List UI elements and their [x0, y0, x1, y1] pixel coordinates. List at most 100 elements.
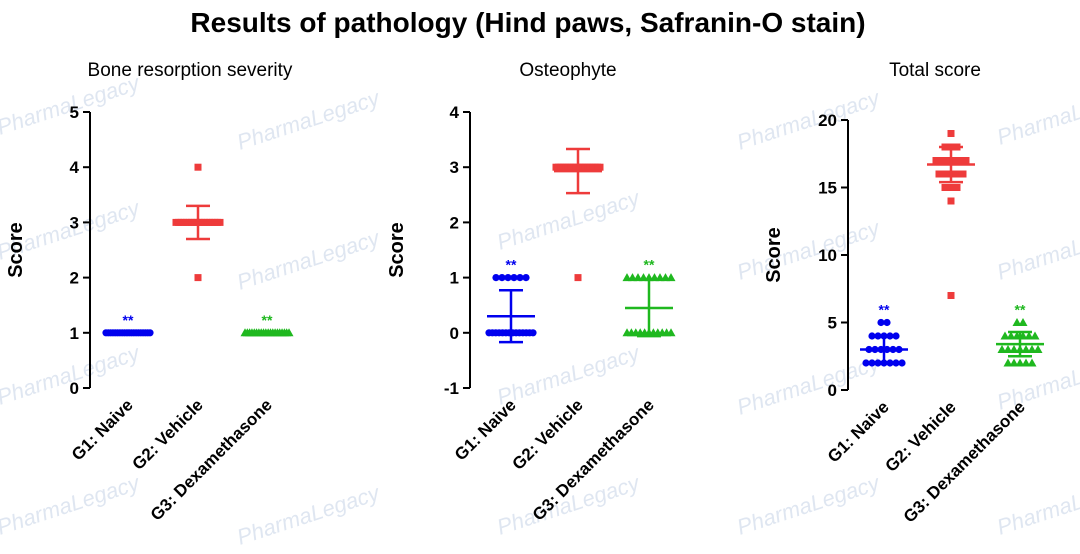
data-point: [516, 274, 524, 282]
y-tick-label: 4: [70, 158, 80, 177]
data-point: [956, 157, 964, 164]
series-group: **: [996, 302, 1044, 367]
data-point: [862, 359, 870, 367]
watermark-text: PharmaLegacy: [994, 215, 1080, 285]
y-tick-label: 0: [450, 324, 459, 343]
y-tick-label: 4: [450, 103, 460, 122]
data-point: [574, 274, 582, 282]
watermark-text: PharmaLegacy: [234, 480, 384, 550]
data-point: [1003, 358, 1013, 367]
y-tick-label: 3: [450, 158, 459, 177]
series-group: **: [485, 257, 537, 344]
y-axis-label: Score: [763, 227, 785, 283]
watermark-text: PharmaLegacy: [734, 350, 884, 420]
data-point: [941, 184, 949, 191]
data-point: [1012, 318, 1022, 326]
data-point: [947, 184, 955, 191]
y-tick-label: 0: [828, 381, 837, 400]
data-point: [1015, 358, 1025, 367]
significance-marker: **: [644, 257, 655, 273]
data-point: [522, 274, 530, 282]
data-point: [935, 170, 943, 178]
y-tick-label: 3: [70, 213, 79, 232]
watermark-layer: PharmaLegacy PharmaLegacy PharmaLegacy Phar…: [0, 70, 1080, 550]
watermark-text: PharmaLegacy: [994, 80, 1080, 150]
data-point: [953, 184, 961, 191]
x-category-label: G1: Naive: [451, 395, 520, 464]
data-point: [944, 157, 952, 164]
series-group: **: [240, 312, 294, 337]
data-point: [1006, 331, 1016, 340]
data-point: [666, 328, 676, 337]
figure-title: Results of pathology (Hind paws, Safrani…: [190, 7, 865, 38]
data-point: [1009, 345, 1019, 353]
watermark-text: PharmaLegacy: [234, 225, 384, 295]
data-point: [1027, 358, 1037, 367]
data-point: [529, 329, 537, 337]
data-point: [1003, 345, 1013, 353]
data-point: [941, 170, 949, 178]
data-point: [877, 318, 885, 327]
data-point: [1009, 358, 1019, 367]
y-tick-label: 5: [70, 103, 79, 122]
data-point: [194, 274, 202, 282]
data-point: [504, 274, 512, 282]
x-category-label: G3: Dexamethasone: [147, 395, 276, 524]
data-point: [997, 345, 1007, 353]
series-group: [927, 130, 975, 299]
data-point: [950, 157, 958, 164]
watermark-text: PharmaLegacy: [994, 345, 1080, 415]
data-point: [947, 197, 955, 205]
panel-title: Total score: [889, 60, 981, 81]
x-category-label: G1: Naive: [68, 395, 137, 464]
data-point: [510, 274, 518, 282]
watermark-text: PharmaLegacy: [734, 215, 884, 285]
panel-title: Osteophyte: [519, 60, 616, 81]
data-point: [596, 163, 604, 171]
watermark-text: PharmaLegacy: [494, 185, 644, 255]
y-tick-label: 1: [70, 324, 79, 343]
data-point: [492, 274, 500, 282]
y-tick-label: 0: [70, 379, 79, 398]
watermark-text: PharmaLegacy: [234, 85, 384, 155]
x-category-label: G1: Naive: [824, 397, 893, 466]
significance-marker: **: [506, 257, 517, 273]
data-point: [1033, 345, 1043, 353]
data-point: [932, 157, 940, 164]
y-axis-label: Score: [5, 222, 27, 278]
y-tick-label: 20: [818, 111, 837, 130]
data-point: [498, 274, 506, 282]
data-point: [947, 130, 955, 137]
x-category-label: G3: Dexamethasone: [900, 397, 1029, 526]
series-group: **: [102, 312, 154, 337]
x-category-label: G2: Vehicle: [509, 395, 587, 473]
panel-title: Bone resorption severity: [88, 60, 293, 81]
y-tick-label: 10: [818, 246, 837, 265]
data-point: [1030, 331, 1040, 340]
series-group: [552, 147, 604, 282]
data-point: [962, 157, 970, 164]
data-point: [194, 163, 202, 171]
y-tick-label: -1: [444, 379, 459, 398]
data-point: [1000, 331, 1010, 340]
significance-marker: **: [1015, 302, 1026, 318]
y-tick-label: 2: [450, 213, 459, 232]
data-point: [947, 292, 955, 299]
y-tick-label: 5: [828, 314, 837, 333]
y-tick-label: 2: [70, 269, 79, 288]
data-point: [959, 170, 967, 178]
data-point: [938, 157, 946, 164]
significance-marker: **: [879, 302, 890, 318]
series-group: **: [622, 257, 676, 338]
y-axis-label: Score: [386, 222, 408, 278]
watermark-text: PharmaLegacy: [734, 85, 884, 155]
y-tick-label: 15: [818, 179, 837, 198]
watermark-text: PharmaLegacy: [734, 470, 884, 540]
data-point: [883, 318, 891, 327]
y-tick-label: 1: [450, 269, 459, 288]
significance-marker: **: [123, 312, 134, 328]
data-point: [953, 170, 961, 178]
watermark-text: PharmaLegacy: [0, 470, 144, 540]
data-point: [1021, 345, 1031, 353]
data-point: [1021, 358, 1031, 367]
